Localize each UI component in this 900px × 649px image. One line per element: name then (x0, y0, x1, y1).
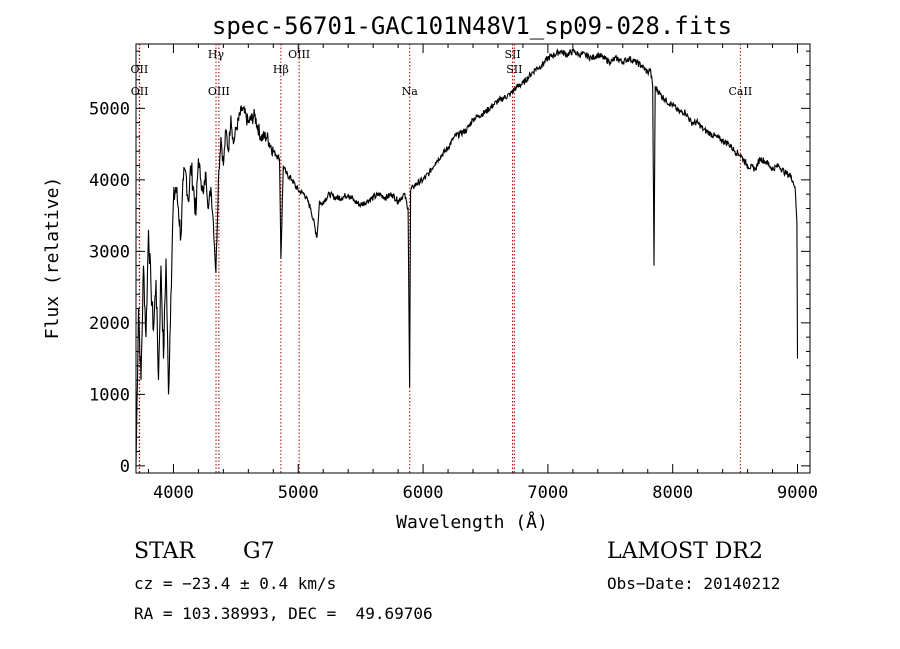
x-axis-label: Wavelength (Å) (396, 511, 548, 533)
redshift-velocity: cz = −23.4 ± 0.4 km/s (134, 574, 337, 593)
object-subclass: G7 (243, 539, 275, 564)
x-tick-label: 4000 (153, 483, 194, 503)
y-tick-label: 5000 (89, 99, 130, 119)
x-tick-label: 7000 (527, 483, 568, 503)
y-tick-label: 1000 (89, 385, 130, 405)
line-marker-label: Na (402, 85, 419, 98)
sky-coordinates: RA = 103.38993, DEC = 49.69706 (134, 604, 433, 623)
line-marker-label: SII (504, 48, 520, 61)
line-marker-label: CaII (729, 85, 753, 98)
object-type: STAR (134, 539, 195, 564)
x-tick-label: 6000 (403, 483, 444, 503)
line-marker-label: OIII (288, 48, 310, 61)
x-tick-label: 8000 (652, 483, 693, 503)
x-tick-label: 9000 (777, 483, 818, 503)
x-tick-label: 5000 (278, 483, 319, 503)
survey-name: LAMOST DR2 (607, 539, 763, 564)
y-tick-label: 2000 (89, 314, 130, 334)
y-axis-label: Flux (relative) (42, 177, 63, 340)
y-tick-label: 0 (120, 457, 130, 477)
spectrum-chart: spec-56701-GAC101N48V1_sp09-028.fits OII… (42, 12, 818, 533)
line-marker-label: Hγ (208, 48, 225, 61)
line-marker-label: OIII (208, 85, 230, 98)
axis-ticks: 4000 5000 6000 7000 8000 9000 0 1000 2000 3000 400… (89, 44, 818, 503)
line-marker-label: OII (131, 85, 149, 98)
chart-title: spec-56701-GAC101N48V1_sp09-028.fits (212, 12, 732, 40)
spectrum-line (135, 47, 799, 466)
y-tick-label: 4000 (89, 171, 130, 191)
observation-date: Obs−Date: 20140212 (607, 574, 781, 593)
y-tick-label: 3000 (89, 242, 130, 262)
plot-frame (135, 43, 811, 474)
line-marker-label: Hβ (273, 63, 289, 76)
line-marker-label: SII (506, 63, 522, 76)
